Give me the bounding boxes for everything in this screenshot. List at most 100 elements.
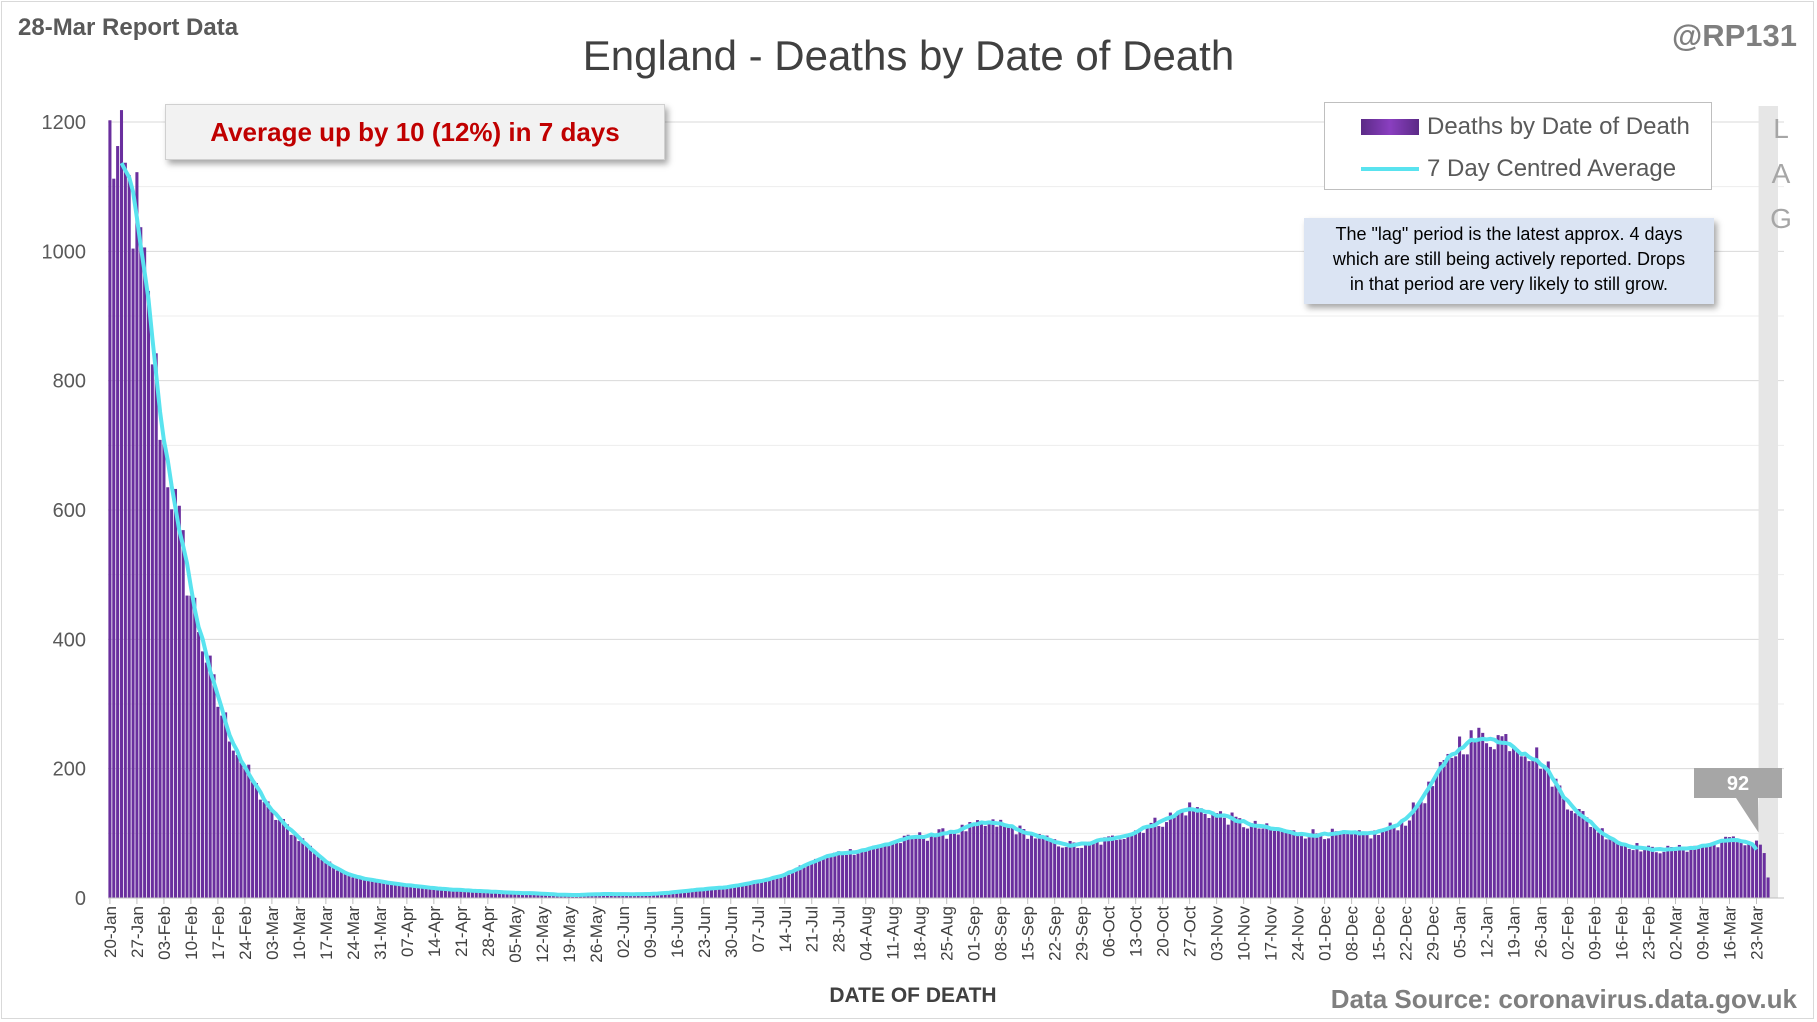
bar xyxy=(1681,850,1685,898)
bar xyxy=(528,892,532,898)
bar xyxy=(1191,809,1196,898)
bar xyxy=(783,873,787,898)
bar xyxy=(1465,754,1469,898)
bar xyxy=(898,843,902,898)
bar xyxy=(1411,802,1415,898)
bar xyxy=(605,894,609,898)
bar xyxy=(744,883,748,898)
bar xyxy=(1504,734,1508,898)
bar xyxy=(976,820,980,898)
bar xyxy=(513,893,517,898)
bar xyxy=(748,882,752,898)
bar xyxy=(189,595,193,898)
bar xyxy=(1060,847,1064,898)
x-tick-label: 26-May xyxy=(587,906,606,963)
bar xyxy=(1596,832,1600,898)
bar xyxy=(767,879,771,898)
bar xyxy=(1735,842,1739,898)
bar xyxy=(914,838,918,898)
bar xyxy=(952,832,956,898)
bar xyxy=(1211,811,1215,898)
bar xyxy=(1739,841,1743,898)
bar xyxy=(1037,833,1041,898)
x-tick-label: 14-Apr xyxy=(425,906,444,957)
bar xyxy=(763,878,768,898)
bar xyxy=(860,850,864,898)
bar xyxy=(239,762,243,898)
average-line xyxy=(119,162,1759,897)
x-tick-label: 19-May xyxy=(560,906,579,963)
bar xyxy=(1469,730,1473,898)
x-tick-label: 17-Feb xyxy=(209,906,228,960)
bar xyxy=(366,880,370,898)
bar xyxy=(1130,833,1134,898)
bar xyxy=(1045,835,1049,898)
bar xyxy=(301,838,305,898)
bar xyxy=(910,837,914,898)
x-tick-label: 01-Sep xyxy=(965,906,984,961)
bar xyxy=(1103,837,1107,898)
bar xyxy=(1265,823,1269,898)
bar xyxy=(1118,839,1122,898)
bar xyxy=(200,651,205,898)
bar xyxy=(1554,778,1558,898)
bar xyxy=(173,488,178,898)
last-value-callout-shape xyxy=(1694,768,1782,833)
bar xyxy=(1330,828,1334,898)
bar xyxy=(694,889,698,898)
bar xyxy=(1249,823,1253,898)
bar xyxy=(278,819,282,898)
bar xyxy=(1350,834,1354,898)
bar xyxy=(787,874,791,898)
bar xyxy=(440,889,444,898)
bar xyxy=(1087,841,1091,898)
x-tick-label: 29-Dec xyxy=(1424,906,1443,961)
bar xyxy=(1581,811,1585,898)
bar xyxy=(1423,803,1427,898)
y-axis-ticks: 0 200 400 600 800 1000 1200 xyxy=(42,112,87,910)
bar xyxy=(335,870,339,898)
bar xyxy=(686,890,690,898)
bar xyxy=(347,872,351,898)
bar xyxy=(663,893,667,898)
bar xyxy=(1141,832,1145,898)
bar xyxy=(1758,844,1762,898)
bar xyxy=(312,853,316,898)
bar xyxy=(1033,838,1037,898)
bar xyxy=(1431,786,1435,898)
bar xyxy=(359,878,363,898)
bar xyxy=(945,838,949,898)
bar xyxy=(266,801,270,898)
bar xyxy=(1168,812,1172,898)
bar xyxy=(1477,727,1481,898)
x-tick-label: 31-Mar xyxy=(371,906,390,960)
bar xyxy=(648,894,652,898)
bar xyxy=(1234,816,1238,898)
bar xyxy=(790,872,794,898)
bar xyxy=(1218,811,1223,898)
bar xyxy=(204,662,208,898)
bar xyxy=(1145,828,1149,898)
bar xyxy=(270,809,274,898)
bar xyxy=(933,835,937,898)
x-tick-label: 09-Feb xyxy=(1586,906,1605,960)
bar xyxy=(170,509,174,898)
bar xyxy=(848,849,852,898)
bar xyxy=(501,892,505,898)
bar xyxy=(806,862,810,898)
bar xyxy=(991,819,995,898)
bar xyxy=(1161,826,1165,898)
bar xyxy=(995,826,999,898)
x-tick-label: 23-Feb xyxy=(1640,906,1659,960)
bar xyxy=(505,892,509,898)
bar xyxy=(1766,877,1770,898)
average-line-series xyxy=(119,162,1759,897)
bar xyxy=(814,858,818,898)
bar xyxy=(1512,745,1516,898)
x-tick-label: 19-Jan xyxy=(1505,906,1524,958)
bar xyxy=(1716,847,1720,898)
bar xyxy=(316,855,320,898)
bar xyxy=(902,835,906,898)
bar xyxy=(1222,817,1226,898)
bar xyxy=(752,882,756,898)
